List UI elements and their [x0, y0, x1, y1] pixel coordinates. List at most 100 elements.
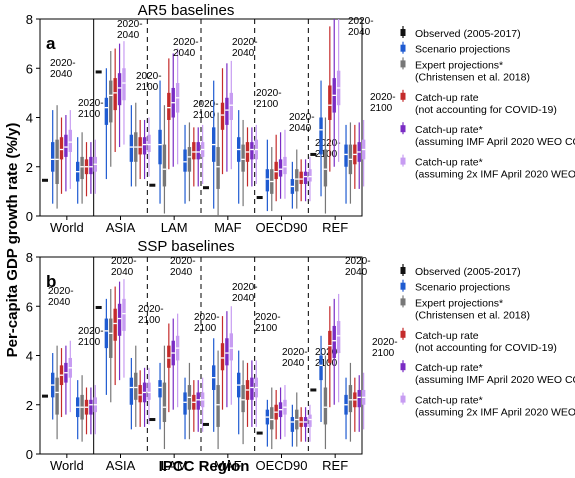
box-iqr [122, 68, 126, 101]
box-scenario-2020-2100 [237, 110, 241, 204]
legend-label: Expert projections* (Christensen et al. 2… [415, 297, 530, 321]
period-label-2020-2100: 2020-2100 [138, 304, 164, 326]
box-imf-2020-2040 [171, 318, 175, 410]
box-imf2x-2020-2100 [308, 404, 312, 442]
x-tick-label: REF [322, 220, 348, 235]
legend-panel-a: Observed (2005-2017) Scenario projections… [400, 26, 575, 181]
period-label-2020-2100-line: 2100 [193, 110, 216, 121]
box-imf-2020-2100 [357, 375, 361, 432]
observed-marker [256, 431, 263, 435]
box-iqr [250, 377, 254, 400]
box-iqr [129, 377, 134, 405]
legend-item: Catch-up rate* (assuming IMF April 2020 W… [400, 360, 575, 386]
legend-label-line: Catch-up rate [415, 92, 479, 104]
period-label-2020-2100: 2020-2100 [370, 92, 396, 114]
period-label-2020-2040-line: 2020- [48, 286, 74, 297]
observed-marker [95, 70, 102, 74]
legend-label-line: Catch-up rate* [415, 157, 483, 169]
observed-marker [310, 388, 317, 392]
box-iqr [323, 149, 328, 187]
period-label-2020-2040: 2020-2040 [48, 286, 74, 308]
period-label-2020-2100-line: 2100 [256, 99, 279, 110]
box-catchup-2020-2040 [167, 58, 171, 170]
box-expert-2020-2100 [134, 102, 138, 187]
box-iqr [357, 389, 361, 408]
legend-swatch [400, 267, 406, 274]
box-scenario-2020-2100 [344, 377, 348, 440]
legend-label-line: (not accounting for COVID-19) [415, 104, 557, 116]
legend-item: Catch-up rate* (assuming 2x IMF April 202… [400, 154, 575, 181]
box-imf2x-2020-2040 [283, 385, 287, 437]
box-iqr [336, 321, 341, 354]
box-catchup-2020-2040 [220, 68, 225, 175]
legend-label-line: Observed (2005-2017) [415, 266, 521, 278]
period-label-2020-2040: 2020-2040 [232, 37, 258, 59]
legend-item: Catch-up rate* (assuming 2x IMF April 202… [400, 392, 575, 419]
period-label-2020-2040-line: 2040 [232, 293, 255, 304]
box-iqr [241, 144, 245, 172]
legend-label: Catch-up rate (not accounting for COVID-1… [415, 92, 557, 116]
box-imf-2020-2100 [250, 360, 254, 427]
box-expert-2020-2100 [187, 122, 192, 202]
box-expert-2020-2040 [109, 289, 113, 403]
period-label-2020-2100-line: 2100 [370, 103, 393, 114]
period-label-2020-2040-line: 2020- [117, 19, 143, 30]
box-expert-2020-2040 [323, 355, 328, 450]
box-expert-2020-2040 [270, 387, 274, 450]
observed-marker [95, 305, 102, 309]
period-label-2020-2100-line: 2100 [315, 358, 338, 369]
box-iqr [308, 414, 312, 427]
box-imf2x-2020-2040 [229, 60, 233, 170]
box-catchup-2020-2040 [274, 134, 278, 202]
panel-letter: a [46, 34, 56, 53]
box-imf-2020-2100 [357, 122, 361, 189]
period-label-2020-2100-line: 2020- [255, 312, 281, 323]
box-iqr [328, 85, 332, 120]
box-expert-2020-2040 [216, 112, 220, 216]
box-catchup-2020-2100 [192, 380, 196, 432]
box-expert-2020-2040 [55, 345, 59, 440]
box-iqr [196, 392, 200, 410]
box-catchup-2020-2040 [59, 348, 64, 418]
box-catchup-2020-2040 [113, 286, 117, 386]
box-scenario-2020-2040 [104, 68, 109, 180]
box-iqr [319, 117, 323, 155]
y-axis-label: Per-capita GDP growth rate (%/y) [4, 123, 21, 358]
box-iqr [323, 387, 328, 425]
period-label-2020-2040-line: 2020- [282, 347, 308, 358]
period-label-2020-2100-line: 2020- [256, 88, 282, 99]
box-expert-2020-2100 [134, 345, 138, 427]
box-imf-2020-2040 [117, 281, 122, 381]
period-label-2020-2040: 2020-2040 [348, 16, 374, 38]
box-iqr [270, 407, 274, 430]
box-iqr [147, 382, 151, 400]
box-imf2x-2020-2040 [68, 110, 72, 189]
box-expert-2020-2040 [216, 350, 220, 450]
legend-label-line: (Christensen et al. 2018) [415, 71, 530, 83]
period-label-2020-2040-line: 2040 [117, 30, 140, 41]
box-iqr [183, 392, 187, 415]
box-imf-2020-2040 [117, 43, 122, 148]
period-label-2020-2040: 2020-2040 [173, 37, 199, 59]
box-catchup-2020-2100 [84, 387, 89, 435]
legend-label-line: Observed (2005-2017) [415, 28, 521, 40]
period-label-2020-2040-line: 2040 [282, 358, 305, 369]
box-iqr [134, 372, 138, 400]
legend-label: Catch-up rate* (assuming IMF April 2020 W… [415, 362, 575, 386]
legend-label: Catch-up rate* (assuming 2x IMF April 202… [415, 395, 575, 419]
box-imf2x-2020-2040 [175, 48, 180, 165]
y-tick-label: 8 [26, 12, 33, 27]
legend-label-line: (assuming IMF April 2020 WEO COVID-19 im… [415, 136, 575, 148]
period-label-2020-2100-line: 2100 [372, 348, 395, 359]
box-imf2x-2020-2040 [122, 279, 126, 378]
box-iqr [80, 156, 84, 180]
box-imf2x-2020-2040 [122, 41, 126, 145]
legend-label-line: Expert projections* [415, 297, 503, 309]
panel-b: SSP baselinesb02468World2020-20402020-21… [26, 238, 398, 473]
box-expert-2020-2040 [162, 345, 167, 450]
